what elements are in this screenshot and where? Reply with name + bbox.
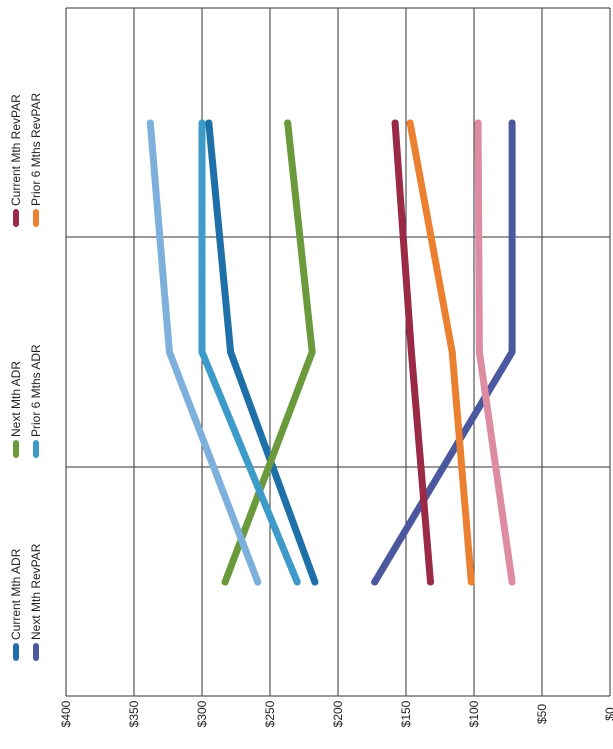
data-point xyxy=(508,119,516,127)
legend-label: Next Mth ADR xyxy=(9,361,23,437)
value-tick-label: $200 xyxy=(331,700,345,727)
series-line-4 xyxy=(371,119,516,586)
value-tick-label: $250 xyxy=(263,700,277,727)
value-tick-label: $0 xyxy=(603,707,613,721)
data-point xyxy=(406,119,414,127)
data-point xyxy=(448,348,456,356)
series-line-8 xyxy=(474,119,516,586)
data-point xyxy=(254,578,262,586)
value-tick-label: $150 xyxy=(399,700,413,727)
data-point xyxy=(508,348,516,356)
value-tick-label: $300 xyxy=(195,700,209,727)
legend-label: Current Mth ADR xyxy=(9,548,23,640)
data-point xyxy=(371,578,379,586)
value-tick-label: $50 xyxy=(535,704,549,724)
data-point xyxy=(474,119,482,127)
data-point xyxy=(308,348,316,356)
legend-item: Next Mth RevPAR xyxy=(29,543,43,661)
value-tick-label: $400 xyxy=(59,700,73,727)
legend-item: Next Mth ADR xyxy=(9,361,23,458)
data-point xyxy=(165,348,173,356)
legend-item: Current Mth RevPAR xyxy=(9,94,23,227)
data-point xyxy=(146,119,154,127)
data-point xyxy=(311,578,319,586)
data-point xyxy=(508,578,516,586)
data-point xyxy=(284,119,292,127)
value-tick-label: $100 xyxy=(467,700,481,727)
data-point xyxy=(407,348,415,356)
series-lines xyxy=(146,119,516,586)
data-point xyxy=(205,119,213,127)
data-point xyxy=(467,578,475,586)
value-tick-label: $350 xyxy=(127,700,141,727)
data-point xyxy=(221,578,229,586)
data-point xyxy=(198,348,206,356)
legend-item: Prior 6 Mths RevPAR xyxy=(29,93,43,227)
legend-item: Prior 6 Mths ADR xyxy=(29,344,43,458)
data-point xyxy=(227,348,235,356)
legend-item: Current Mth ADR xyxy=(9,548,23,661)
data-point xyxy=(426,578,434,586)
legend-label: Current Mth RevPAR xyxy=(9,94,23,206)
data-point xyxy=(198,119,206,127)
data-point xyxy=(391,119,399,127)
series-line-1 xyxy=(205,119,319,586)
data-point xyxy=(475,348,483,356)
legend: Current Mth ADR Next Mth RevPAR Next Mth A… xyxy=(9,93,43,661)
legend-label: Prior 6 Mths ADR xyxy=(29,344,43,437)
data-point xyxy=(293,578,301,586)
legend-label: Next Mth RevPAR xyxy=(29,543,43,640)
value-axis-ticks: $400 $350 $300 $250 $200 $150 $100 $50 $0 xyxy=(59,700,613,727)
chart-grid xyxy=(65,7,611,697)
legend-label: Prior 6 Mths RevPAR xyxy=(29,93,43,206)
